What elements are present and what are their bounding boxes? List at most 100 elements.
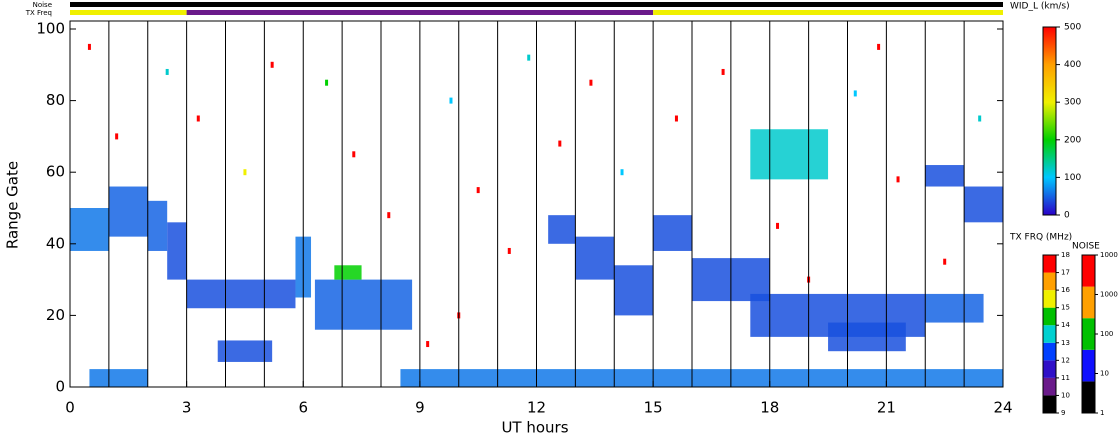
x-axis-label: UT hours [501, 419, 568, 435]
y-tick-label: 0 [55, 378, 65, 396]
echo-region [548, 215, 576, 244]
tx-colorbar-tick-label: 9 [1061, 409, 1065, 417]
x-tick-label: 0 [65, 399, 75, 417]
txfreq-bar [186, 10, 654, 15]
x-tick-label: 24 [993, 399, 1012, 417]
x-tick-label: 3 [182, 399, 192, 417]
x-tick-label: 18 [760, 399, 779, 417]
noise-label: Noise [33, 1, 52, 9]
echo-point [325, 79, 329, 86]
tx-colorbar-band [1043, 325, 1056, 343]
noise-colorbar-band [1082, 349, 1095, 382]
echo-point [87, 43, 91, 50]
echo-region [925, 293, 984, 323]
echo-region [147, 200, 168, 251]
echo-point [620, 169, 624, 176]
colorbar-tick-label: 300 [1064, 98, 1081, 108]
y-axis-label: Range Gate [4, 161, 22, 249]
tx-scale-label: TX FRQ (MHz) [1009, 233, 1072, 243]
txfreq-bar [653, 10, 1003, 15]
echo-point [527, 54, 531, 61]
tx-colorbar-band [1043, 307, 1056, 326]
txfreq-label: TX Freq [25, 9, 52, 17]
tx-colorbar-tick-label: 18 [1061, 251, 1070, 259]
y-tick-label: 100 [36, 20, 65, 38]
tx-colorbar-band [1043, 272, 1056, 291]
echo-region [828, 322, 906, 352]
tx-colorbar-tick-label: 10 [1061, 391, 1070, 399]
tx-colorbar-tick-label: 11 [1061, 374, 1070, 382]
echo-region [750, 129, 829, 180]
echo-point [196, 115, 200, 122]
echo-region [964, 186, 1003, 223]
echo-region [653, 215, 692, 251]
x-tick-label: 9 [415, 399, 425, 417]
echo-region [186, 279, 296, 309]
y-tick-label: 80 [46, 91, 65, 109]
colorbar-tick-label: 400 [1064, 60, 1081, 70]
echo-point [449, 97, 453, 104]
echo-region [314, 279, 413, 330]
echo-point [352, 151, 356, 158]
tx-colorbar-band [1043, 377, 1056, 396]
noise-colorbar-band [1082, 318, 1095, 350]
noise-scale-label: NOISE [1072, 242, 1100, 252]
tx-colorbar-tick-label: 13 [1061, 339, 1070, 347]
tx-colorbar-band [1043, 255, 1056, 273]
echo-region [334, 265, 362, 280]
x-tick-label: 6 [298, 399, 308, 417]
echo-point [270, 61, 274, 68]
echo-region [575, 236, 615, 280]
echo-point [387, 212, 391, 219]
tx-colorbar-tick-label: 16 [1061, 286, 1070, 294]
colorbar-tick-label: 200 [1064, 135, 1081, 145]
echo-point [853, 90, 857, 97]
noise-colorbar-tick-label: 1000 [1100, 291, 1118, 299]
noise-colorbar-band [1082, 286, 1095, 319]
colorbar-tick-label: 500 [1064, 23, 1081, 33]
x-tick-label: 15 [644, 399, 663, 417]
x-tick-label: 21 [877, 399, 896, 417]
echo-point [877, 43, 881, 50]
tx-colorbar-band [1043, 395, 1056, 413]
colorbar-tick-label: 0 [1064, 211, 1070, 221]
echo-point [243, 169, 247, 176]
width-scale-label: WID_L (km/s) [1010, 2, 1070, 12]
echo-point [165, 68, 169, 75]
y-tick-label: 20 [46, 306, 65, 324]
width-colorbar [1042, 26, 1057, 216]
tx-colorbar-band [1043, 342, 1056, 361]
noise-colorbar-tick-label: 1 [1100, 409, 1104, 417]
echo-point [978, 115, 982, 122]
echo-point [896, 176, 900, 183]
echo-region [925, 165, 965, 187]
echo-region [89, 369, 148, 387]
echo-region [217, 340, 273, 362]
noise-colorbar-band [1082, 381, 1095, 413]
tx-colorbar-frame [1042, 254, 1057, 414]
echo-region [614, 265, 654, 316]
echo-region [167, 222, 187, 280]
echo-region [108, 186, 148, 237]
echo-region [400, 369, 1003, 387]
echo-point [426, 341, 430, 348]
echo-point [674, 115, 678, 122]
colorbar-tick-label: 100 [1064, 173, 1081, 183]
echo-point [115, 133, 119, 140]
noise-bar [70, 2, 1003, 7]
echo-point [776, 222, 780, 229]
echo-point [558, 140, 562, 147]
x-tick-label: 12 [527, 399, 546, 417]
tx-colorbar-tick-label: 15 [1061, 304, 1070, 312]
tx-colorbar-tick-label: 14 [1061, 321, 1070, 329]
txfreq-bar [70, 10, 187, 15]
echo-point [507, 247, 511, 254]
echo-region [70, 208, 109, 251]
echo-point [943, 258, 947, 265]
y-tick-label: 40 [46, 234, 65, 252]
echo-point [589, 79, 593, 86]
noise-colorbar-tick-label: 10000 [1100, 251, 1118, 259]
echo-point [721, 68, 725, 75]
tx-colorbar-tick-label: 17 [1061, 269, 1070, 277]
